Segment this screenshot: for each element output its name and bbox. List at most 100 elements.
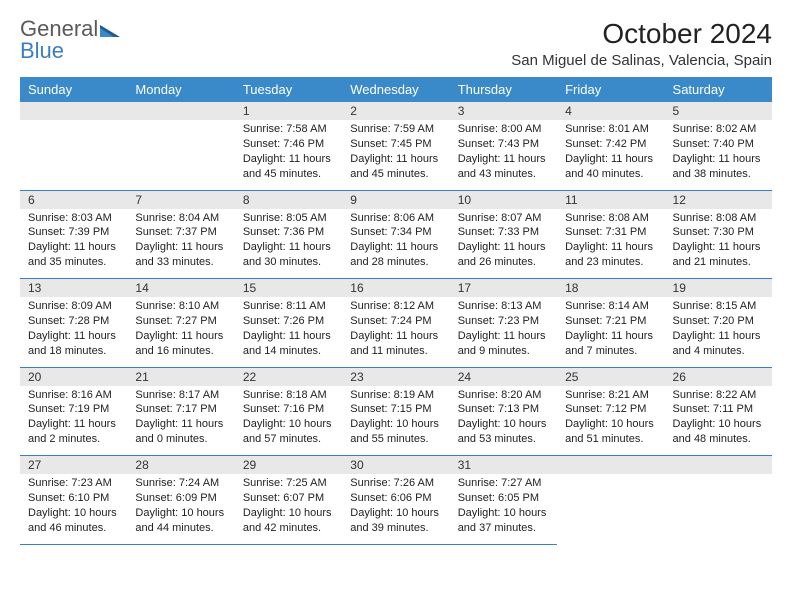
sunrise-line: Sunrise: 8:12 AM — [350, 299, 441, 314]
sunrise-line: Sunrise: 8:00 AM — [458, 122, 549, 137]
daylight-line: Daylight: 10 hours and 53 minutes. — [458, 417, 549, 447]
day-number: 21 — [127, 367, 234, 386]
sunset-line: Sunset: 6:07 PM — [243, 491, 334, 506]
day-number: 22 — [235, 367, 342, 386]
day-cell: Sunrise: 8:12 AMSunset: 7:24 PMDaylight:… — [342, 297, 449, 367]
sunset-line: Sunset: 7:40 PM — [673, 137, 764, 152]
sunrise-line: Sunrise: 7:59 AM — [350, 122, 441, 137]
day-cell — [557, 474, 664, 544]
sunrise-line: Sunrise: 7:25 AM — [243, 476, 334, 491]
sunset-line: Sunset: 7:24 PM — [350, 314, 441, 329]
sunrise-line: Sunrise: 7:24 AM — [135, 476, 226, 491]
day-cell: Sunrise: 8:21 AMSunset: 7:12 PMDaylight:… — [557, 386, 664, 456]
day-number: 20 — [20, 367, 127, 386]
daylight-line: Daylight: 10 hours and 51 minutes. — [565, 417, 656, 447]
daylight-line: Daylight: 11 hours and 14 minutes. — [243, 329, 334, 359]
day-cell: Sunrise: 8:04 AMSunset: 7:37 PMDaylight:… — [127, 209, 234, 279]
sunrise-line: Sunrise: 8:10 AM — [135, 299, 226, 314]
day-cell — [20, 120, 127, 190]
sunset-line: Sunset: 7:46 PM — [243, 137, 334, 152]
day-data-row: Sunrise: 7:58 AMSunset: 7:46 PMDaylight:… — [20, 120, 772, 190]
day-cell: Sunrise: 8:09 AMSunset: 7:28 PMDaylight:… — [20, 297, 127, 367]
weekday-header: Wednesday — [342, 77, 449, 102]
day-number — [665, 456, 772, 475]
sunrise-line: Sunrise: 7:23 AM — [28, 476, 119, 491]
day-number: 25 — [557, 367, 664, 386]
day-number-row: 6789101112 — [20, 190, 772, 209]
day-cell: Sunrise: 8:15 AMSunset: 7:20 PMDaylight:… — [665, 297, 772, 367]
day-number: 10 — [450, 190, 557, 209]
sunrise-line: Sunrise: 8:18 AM — [243, 388, 334, 403]
daylight-line: Daylight: 11 hours and 0 minutes. — [135, 417, 226, 447]
day-cell: Sunrise: 7:27 AMSunset: 6:05 PMDaylight:… — [450, 474, 557, 544]
sunrise-line: Sunrise: 8:08 AM — [565, 211, 656, 226]
day-cell — [127, 120, 234, 190]
day-number: 15 — [235, 279, 342, 298]
sunset-line: Sunset: 7:27 PM — [135, 314, 226, 329]
month-title: October 2024 — [511, 18, 772, 50]
day-number: 1 — [235, 102, 342, 120]
daylight-line: Daylight: 10 hours and 48 minutes. — [673, 417, 764, 447]
day-number: 6 — [20, 190, 127, 209]
sunset-line: Sunset: 7:26 PM — [243, 314, 334, 329]
daylight-line: Daylight: 11 hours and 4 minutes. — [673, 329, 764, 359]
sunset-line: Sunset: 7:21 PM — [565, 314, 656, 329]
daylight-line: Daylight: 11 hours and 23 minutes. — [565, 240, 656, 270]
day-number-row: 2728293031 — [20, 456, 772, 475]
day-number — [20, 102, 127, 120]
sunrise-line: Sunrise: 8:15 AM — [673, 299, 764, 314]
sunrise-line: Sunrise: 7:58 AM — [243, 122, 334, 137]
daylight-line: Daylight: 10 hours and 42 minutes. — [243, 506, 334, 536]
day-cell: Sunrise: 7:23 AMSunset: 6:10 PMDaylight:… — [20, 474, 127, 544]
sunset-line: Sunset: 6:05 PM — [458, 491, 549, 506]
day-number — [557, 456, 664, 475]
day-number-row: 13141516171819 — [20, 279, 772, 298]
day-number: 27 — [20, 456, 127, 475]
sunset-line: Sunset: 6:09 PM — [135, 491, 226, 506]
weekday-header: Monday — [127, 77, 234, 102]
sunrise-line: Sunrise: 8:01 AM — [565, 122, 656, 137]
sunset-line: Sunset: 7:12 PM — [565, 402, 656, 417]
header: General Blue October 2024 San Miguel de … — [20, 18, 772, 69]
sunrise-line: Sunrise: 8:19 AM — [350, 388, 441, 403]
sunset-line: Sunset: 7:19 PM — [28, 402, 119, 417]
day-cell: Sunrise: 8:01 AMSunset: 7:42 PMDaylight:… — [557, 120, 664, 190]
day-cell: Sunrise: 7:59 AMSunset: 7:45 PMDaylight:… — [342, 120, 449, 190]
daylight-line: Daylight: 11 hours and 2 minutes. — [28, 417, 119, 447]
weekday-header: Sunday — [20, 77, 127, 102]
location: San Miguel de Salinas, Valencia, Spain — [511, 52, 772, 69]
logo-text-blue: Blue — [20, 38, 64, 63]
day-cell: Sunrise: 8:13 AMSunset: 7:23 PMDaylight:… — [450, 297, 557, 367]
sunset-line: Sunset: 7:31 PM — [565, 225, 656, 240]
day-number: 14 — [127, 279, 234, 298]
sunset-line: Sunset: 7:11 PM — [673, 402, 764, 417]
day-number — [127, 102, 234, 120]
day-cell: Sunrise: 8:20 AMSunset: 7:13 PMDaylight:… — [450, 386, 557, 456]
day-cell: Sunrise: 8:19 AMSunset: 7:15 PMDaylight:… — [342, 386, 449, 456]
sunrise-line: Sunrise: 8:02 AM — [673, 122, 764, 137]
day-cell: Sunrise: 7:25 AMSunset: 6:07 PMDaylight:… — [235, 474, 342, 544]
daylight-line: Daylight: 11 hours and 18 minutes. — [28, 329, 119, 359]
daylight-line: Daylight: 11 hours and 30 minutes. — [243, 240, 334, 270]
daylight-line: Daylight: 11 hours and 21 minutes. — [673, 240, 764, 270]
daylight-line: Daylight: 10 hours and 37 minutes. — [458, 506, 549, 536]
sunset-line: Sunset: 7:34 PM — [350, 225, 441, 240]
day-cell: Sunrise: 8:18 AMSunset: 7:16 PMDaylight:… — [235, 386, 342, 456]
day-number: 2 — [342, 102, 449, 120]
daylight-line: Daylight: 11 hours and 28 minutes. — [350, 240, 441, 270]
sunrise-line: Sunrise: 8:21 AM — [565, 388, 656, 403]
day-data-row: Sunrise: 8:03 AMSunset: 7:39 PMDaylight:… — [20, 209, 772, 279]
sunrise-line: Sunrise: 8:05 AM — [243, 211, 334, 226]
day-cell: Sunrise: 8:08 AMSunset: 7:31 PMDaylight:… — [557, 209, 664, 279]
day-cell: Sunrise: 8:14 AMSunset: 7:21 PMDaylight:… — [557, 297, 664, 367]
day-cell: Sunrise: 7:24 AMSunset: 6:09 PMDaylight:… — [127, 474, 234, 544]
day-number: 7 — [127, 190, 234, 209]
sunset-line: Sunset: 6:06 PM — [350, 491, 441, 506]
day-cell: Sunrise: 8:10 AMSunset: 7:27 PMDaylight:… — [127, 297, 234, 367]
sunset-line: Sunset: 7:20 PM — [673, 314, 764, 329]
daylight-line: Daylight: 10 hours and 39 minutes. — [350, 506, 441, 536]
day-number: 30 — [342, 456, 449, 475]
day-number: 31 — [450, 456, 557, 475]
weekday-header: Tuesday — [235, 77, 342, 102]
sunrise-line: Sunrise: 8:11 AM — [243, 299, 334, 314]
